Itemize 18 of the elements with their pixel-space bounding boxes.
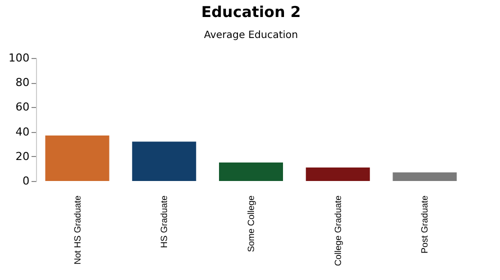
x-tick-label: College Graduate — [332, 196, 343, 266]
x-tick-label: HS Graduate — [159, 196, 170, 248]
chart-title: Education 2 — [201, 3, 301, 21]
bar — [219, 162, 283, 181]
y-tick-label: 0 — [22, 174, 30, 188]
y-tick-label: 40 — [16, 125, 30, 138]
bar — [306, 167, 370, 181]
bar — [45, 135, 110, 181]
x-tick-label: Some College — [246, 196, 256, 252]
x-tick-label: Not HS Graduate — [72, 196, 82, 265]
bar — [132, 142, 196, 181]
y-tick-label: 20 — [16, 150, 30, 163]
y-tick-label: 60 — [16, 100, 30, 114]
x-tick-label: Post Graduate — [420, 196, 430, 254]
y-tick-label: 80 — [16, 76, 30, 90]
chart-subtitle: Average Education — [204, 30, 298, 41]
y-tick-label: 100 — [8, 52, 30, 64]
bar — [392, 172, 457, 181]
